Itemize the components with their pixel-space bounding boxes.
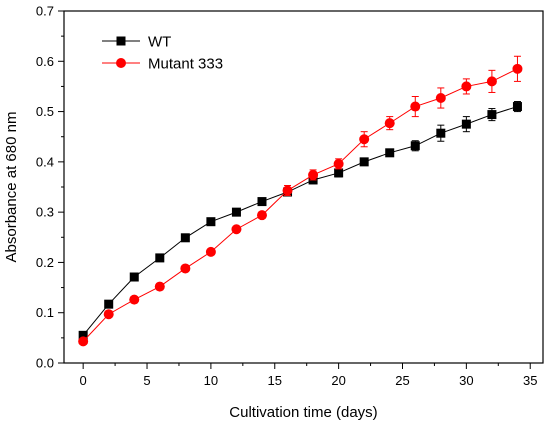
legend-entry: WT — [102, 34, 171, 51]
x-tick-label: 35 — [523, 373, 537, 388]
data-point — [231, 224, 242, 235]
data-point — [154, 281, 165, 292]
y-tick-label: 0.6 — [36, 54, 54, 69]
data-point — [384, 118, 395, 129]
data-point — [282, 185, 293, 196]
y-tick-label: 0.7 — [36, 4, 54, 19]
data-point — [180, 263, 191, 274]
x-axis-title: Cultivation time (days) — [229, 404, 377, 421]
data-point — [256, 210, 267, 221]
data-point — [512, 63, 523, 74]
legend-label: Mutant 333 — [148, 56, 223, 73]
data-point — [435, 92, 446, 103]
y-tick-label: 0.0 — [36, 356, 54, 371]
legend: WT Mutant 333 — [102, 34, 223, 73]
data-point — [78, 330, 88, 340]
x-tick-label: 0 — [80, 373, 87, 388]
data-point — [334, 168, 344, 178]
plot-frame — [63, 10, 544, 364]
data-point — [410, 101, 421, 112]
data-point — [461, 119, 471, 129]
data-point — [461, 81, 472, 92]
data-point — [205, 246, 216, 257]
data-point — [206, 217, 216, 227]
x-tick-label: 20 — [331, 373, 345, 388]
data-point — [487, 110, 497, 120]
y-tick-label: 0.2 — [36, 255, 54, 270]
axis-ticks: 0 5 10 15 20 25 30 35 0.0 0.1 0.2 0.3 0.4 0.5 0.6 0.7 — [36, 4, 538, 389]
y-tick-label: 0.5 — [36, 104, 54, 119]
x-tick-label: 10 — [204, 373, 218, 388]
series-2 — [78, 55, 523, 347]
data-point — [103, 309, 114, 320]
data-point — [129, 294, 140, 305]
data-point — [359, 157, 369, 167]
data-point — [78, 336, 89, 347]
y-tick-label: 0.1 — [36, 305, 54, 320]
series-layer — [78, 55, 523, 347]
x-tick-label: 25 — [395, 373, 409, 388]
legend-entry: Mutant 333 — [102, 56, 223, 73]
data-point — [359, 134, 370, 145]
legend-label: WT — [148, 34, 171, 51]
y-tick-label: 0.3 — [36, 205, 54, 220]
y-axis-title: Absorbance at 680 nm — [3, 112, 20, 263]
data-point — [410, 141, 420, 151]
data-point — [231, 207, 241, 217]
data-point — [104, 299, 114, 309]
series-1 — [78, 101, 522, 340]
x-tick-label: 5 — [143, 373, 150, 388]
data-point — [436, 128, 446, 138]
legend-marker — [116, 58, 126, 68]
data-point — [155, 253, 165, 263]
data-point — [257, 197, 267, 207]
legend-marker — [116, 36, 126, 46]
data-point — [385, 148, 395, 158]
data-point — [486, 76, 497, 87]
data-point — [333, 158, 344, 169]
data-point — [180, 233, 190, 243]
y-tick-label: 0.4 — [36, 154, 54, 169]
x-tick-label: 15 — [268, 373, 282, 388]
data-point — [512, 102, 522, 112]
series-line — [82, 68, 518, 342]
series-line — [82, 106, 518, 336]
data-point — [308, 169, 319, 180]
data-point — [129, 272, 139, 282]
x-tick-label: 30 — [459, 373, 473, 388]
